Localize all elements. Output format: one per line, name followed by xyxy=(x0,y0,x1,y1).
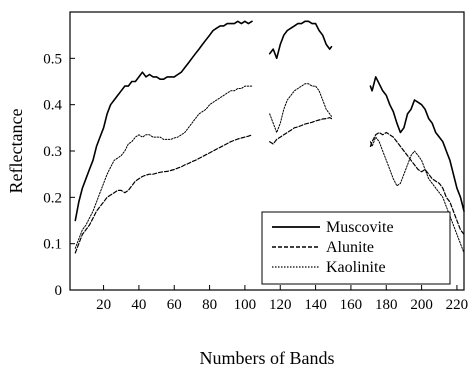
x-tick-label: 80 xyxy=(202,297,217,313)
x-tick-label: 20 xyxy=(96,297,111,313)
x-tick-label: 200 xyxy=(410,297,433,313)
legend-label-muscovite: Muscovite xyxy=(326,219,394,236)
y-tick-label: 0.5 xyxy=(43,51,62,67)
series-line-alunite-segment-3 xyxy=(369,131,465,235)
plot-lines xyxy=(74,20,465,254)
x-tick-label: 220 xyxy=(446,297,469,313)
y-tick-label: 0.1 xyxy=(43,237,62,253)
x-axis-ticks: 20 40 60 80 100 120 140 160 180 200 220 xyxy=(96,285,468,313)
series-line-muscovite-segment-3 xyxy=(369,76,465,212)
x-tick-label: 180 xyxy=(375,297,398,313)
x-tick-label: 120 xyxy=(269,297,292,313)
series-line-muscovite-segment-1 xyxy=(74,20,253,222)
series-line-alunite-segment-1 xyxy=(74,134,253,254)
legend-label-kaolinite: Kaolinite xyxy=(326,259,386,276)
y-tick-label: 0.2 xyxy=(43,190,62,206)
y-axis-ticks: 0 0.1 0.2 0.3 0.4 0.5 xyxy=(43,51,75,299)
x-axis-title: Numbers of Bands xyxy=(200,348,335,368)
series-line-kaolinite-segment-3 xyxy=(369,136,465,254)
legend: Muscovite Alunite Kaolinite xyxy=(261,211,451,285)
series-line-kaolinite-segment-2 xyxy=(269,83,332,133)
series-line-kaolinite-segment-1 xyxy=(74,85,253,249)
y-tick-label: 0.3 xyxy=(43,144,62,160)
legend-box xyxy=(261,211,451,285)
x-tick-label: 140 xyxy=(304,297,327,313)
x-tick-label: 160 xyxy=(340,297,363,313)
x-tick-label: 60 xyxy=(167,297,182,313)
legend-label-alunite: Alunite xyxy=(326,239,374,256)
y-tick-label: 0 xyxy=(55,283,63,299)
series-line-muscovite-segment-2 xyxy=(268,20,333,60)
y-axis-title: Reflectance xyxy=(6,109,26,194)
series-line-alunite-segment-2 xyxy=(269,117,333,145)
x-tick-label: 100 xyxy=(234,297,257,313)
y-tick-label: 0.4 xyxy=(43,98,62,114)
x-tick-label: 40 xyxy=(131,297,146,313)
